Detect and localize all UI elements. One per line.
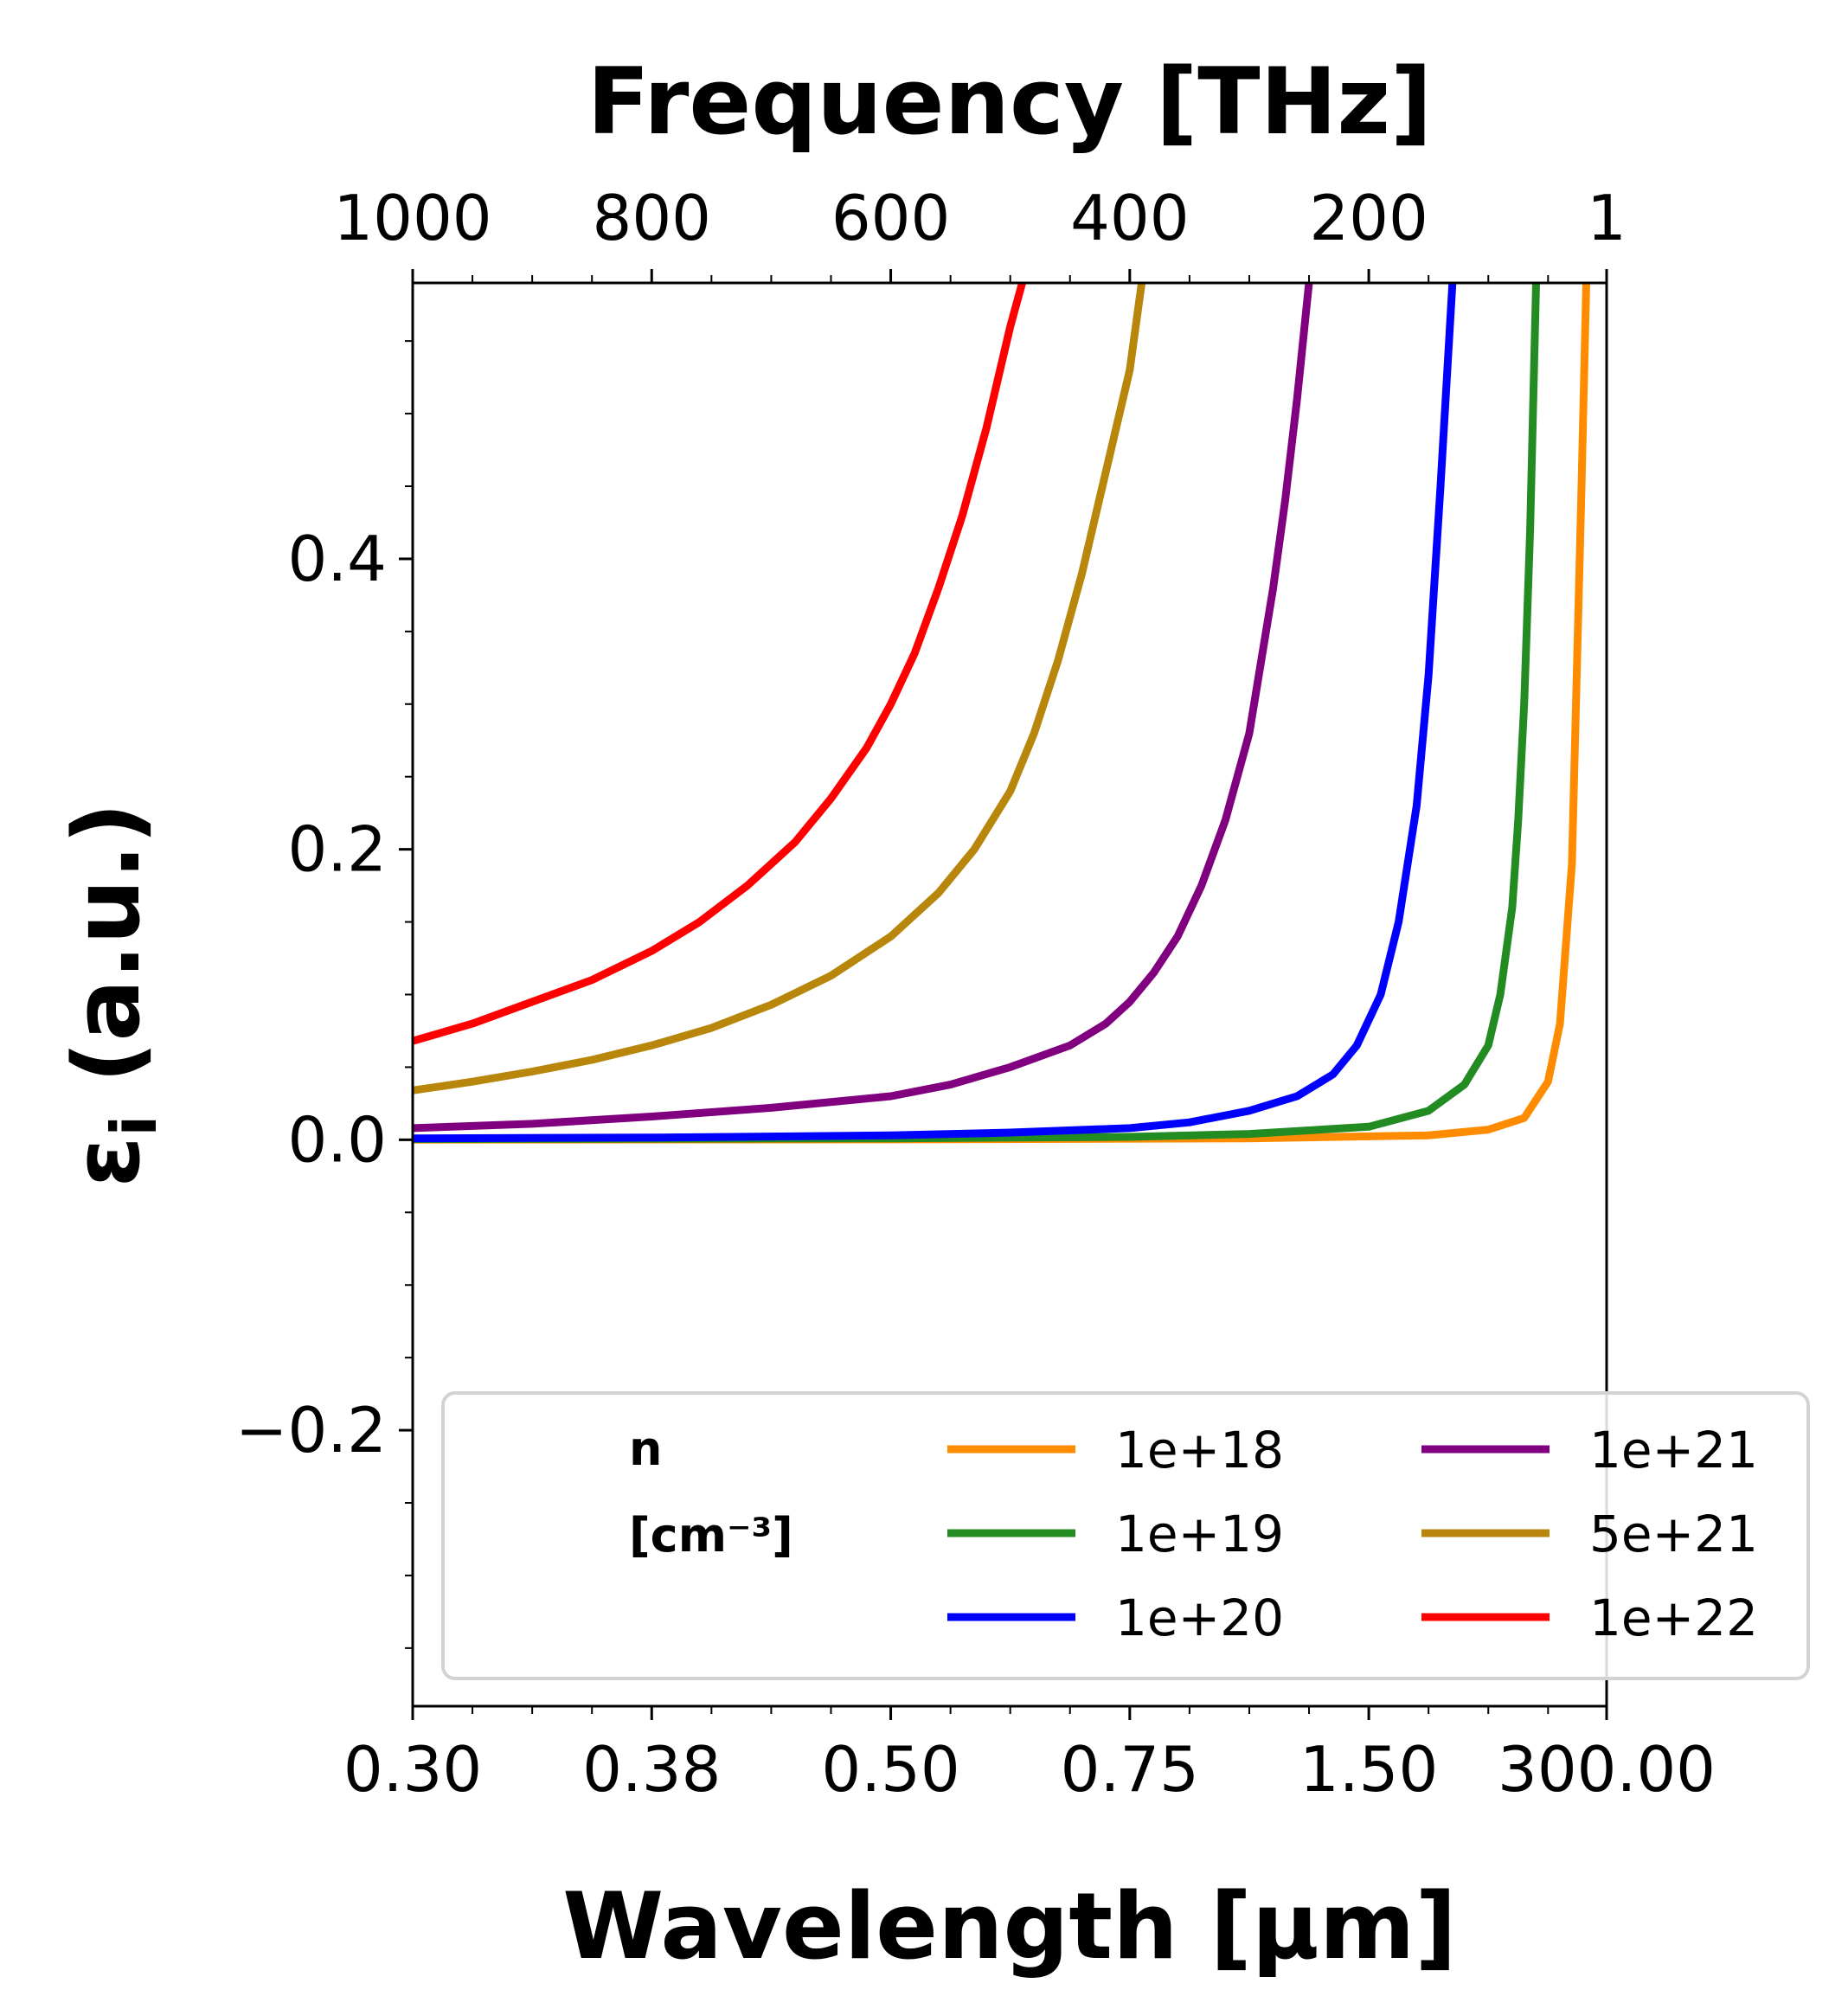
legend-title-line1: n [629,1422,662,1476]
x2-axis-title: Frequency [THz] [587,48,1433,155]
series-line-1e+20 [413,283,1457,1143]
x2-tick-label: 600 [831,182,950,254]
tick-labels-layer: 0.30 0.38 0.50 0.75 1.50 300.00 1000 800 600 400 2… [235,182,1716,1806]
series-layer [413,283,1590,1144]
x-tick-label: 0.50 [821,1733,959,1806]
x2-tick-label: 200 [1309,182,1428,254]
y-tick-label: 0.0 [287,1103,387,1176]
y-tick-label: −0.2 [235,1394,387,1467]
y-tick-label: 0.2 [287,813,387,886]
y-tick-label: 0.4 [287,523,387,595]
x-tick-label: 0.30 [343,1733,482,1806]
x2-tick-label: 800 [593,182,711,254]
x2-tick-label: 1000 [333,182,491,254]
legend-entries: 1e+18 1e+19 1e+20 1e+21 5e+21 1e+22 [947,1421,1758,1647]
series-line-5e+21 [413,283,1146,1094]
x-tick-label: 1.50 [1299,1733,1438,1806]
legend-label-1e+18: 1e+18 [1115,1421,1284,1479]
legend-title-line2: [cm⁻³] [629,1508,793,1563]
y-axis-title-symbol: ε [54,1137,160,1188]
legend-label-1e+22: 1e+22 [1589,1589,1758,1647]
x-tick-label: 300.00 [1498,1733,1716,1806]
y-axis-title: εi (a.u.) [54,802,170,1187]
legend: n [cm⁻³] 1e+18 1e+19 1e+20 1e+21 5e+21 1e+22 [441,1391,1810,1680]
y-axis-title-subscript: i [98,1115,170,1137]
series-line-1e+21 [413,283,1313,1133]
x2-tick-label: 1 [1587,182,1627,254]
legend-frame [441,1391,1810,1680]
series-line-1e+19 [413,283,1540,1143]
series-line-1e+22 [413,283,1026,1045]
legend-label-1e+21: 1e+21 [1589,1421,1758,1479]
x2-tick-label: 400 [1070,182,1189,254]
legend-label-5e+21: 5e+21 [1589,1505,1758,1563]
ticks-layer [399,269,1608,1720]
legend-label-1e+19: 1e+19 [1115,1505,1284,1563]
x-axis-title: Wavelength [μm] [562,1873,1457,1980]
x-tick-label: 0.38 [582,1733,721,1806]
y-axis-title-units: (a.u.) [54,802,160,1114]
legend-label-1e+20: 1e+20 [1115,1589,1284,1647]
x-tick-label: 0.75 [1061,1733,1199,1806]
